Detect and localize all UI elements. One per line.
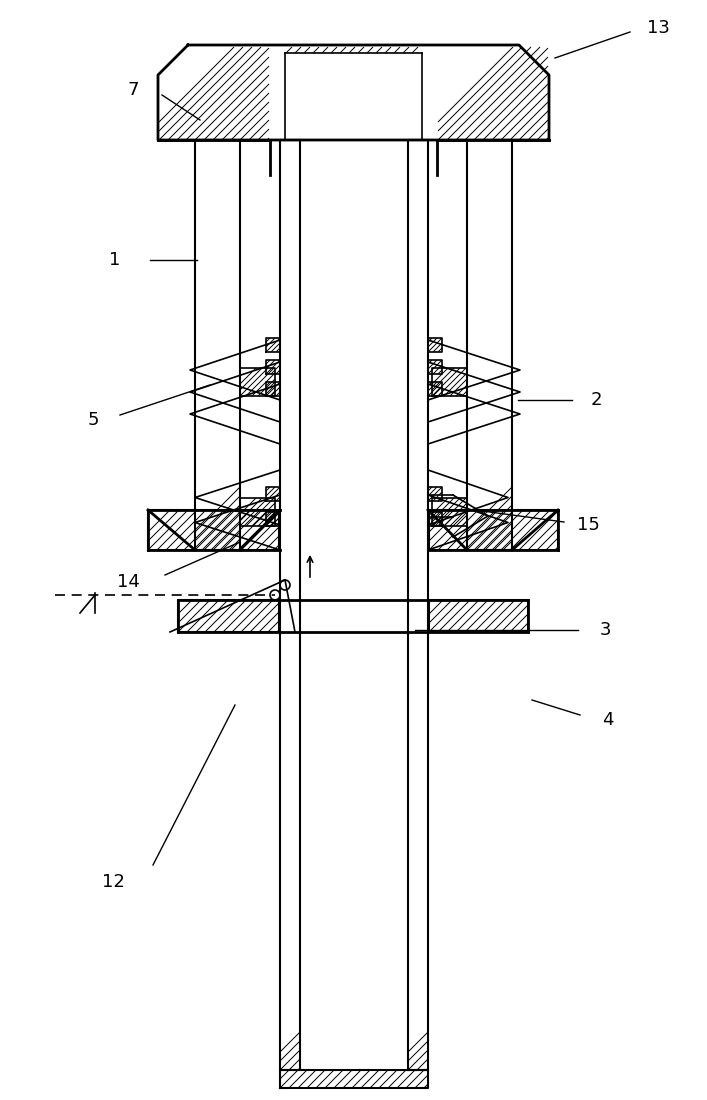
Bar: [266, 360, 280, 374]
Text: 7: 7: [127, 81, 139, 99]
Bar: [428, 487, 442, 500]
Text: 2: 2: [590, 390, 602, 409]
Bar: [408, 140, 428, 1070]
Text: 5: 5: [87, 411, 99, 429]
Bar: [467, 140, 512, 550]
Bar: [428, 382, 442, 396]
Text: 1: 1: [110, 251, 121, 270]
Bar: [428, 338, 442, 352]
Bar: [428, 360, 442, 374]
Bar: [195, 140, 240, 550]
Text: 3: 3: [600, 621, 611, 639]
Bar: [429, 600, 528, 632]
Bar: [280, 140, 300, 1070]
Bar: [148, 510, 279, 550]
Bar: [429, 510, 558, 550]
Text: 14: 14: [117, 573, 139, 591]
Text: 4: 4: [602, 711, 614, 729]
Text: 12: 12: [102, 873, 124, 891]
Bar: [428, 512, 442, 526]
Bar: [266, 382, 280, 396]
Bar: [266, 487, 280, 500]
Bar: [266, 512, 280, 526]
Text: 13: 13: [647, 19, 670, 37]
Bar: [240, 368, 275, 396]
Polygon shape: [158, 45, 549, 140]
Bar: [432, 368, 467, 396]
Bar: [280, 1070, 428, 1088]
Bar: [178, 600, 279, 632]
Bar: [266, 338, 280, 352]
Bar: [240, 498, 275, 526]
Bar: [432, 498, 467, 526]
Text: 15: 15: [577, 516, 600, 534]
